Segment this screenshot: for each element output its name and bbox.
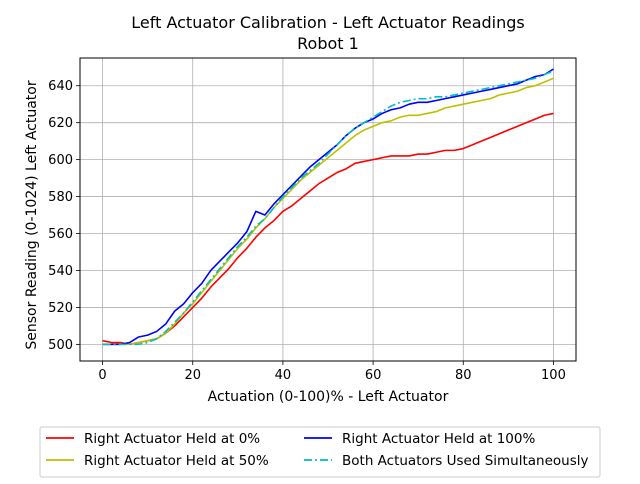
chart-title: Left Actuator Calibration - Left Actuato… — [131, 13, 524, 32]
y-tick-label: 600 — [48, 153, 73, 168]
y-tick-label: 500 — [48, 338, 73, 353]
y-tick-label: 520 — [48, 301, 73, 316]
legend-label-0: Right Actuator Held at 0% — [84, 431, 260, 447]
series-line-1 — [102, 77, 554, 346]
legend-entry: Both Actuators Used Simultaneously — [304, 453, 589, 469]
x-tick-label: 20 — [184, 368, 201, 383]
x-tick-label: 60 — [365, 368, 382, 383]
legend-label-2: Right Actuator Held at 100% — [342, 431, 535, 447]
legend-label-1: Right Actuator Held at 50% — [84, 453, 269, 469]
axis-ticks: 0 20 40 60 80 100 500 520 540 560 580 600 620 640 — [48, 79, 566, 383]
series-line-3 — [102, 70, 554, 346]
y-tick-label: 640 — [48, 79, 73, 94]
grid — [80, 58, 576, 361]
plot-frame — [79, 57, 577, 362]
x-tick-label: 40 — [275, 368, 292, 383]
legend-entry: Right Actuator Held at 50% — [46, 453, 269, 469]
series-group — [102, 68, 554, 346]
legend-entry: Right Actuator Held at 0% — [46, 431, 260, 447]
y-tick-label: 560 — [48, 227, 73, 242]
legend-entry: Right Actuator Held at 100% — [304, 431, 535, 447]
x-tick-label: 100 — [541, 368, 566, 383]
series-line-2 — [102, 68, 554, 346]
x-axis-label: Actuation (0-100)% - Left Actuator — [208, 389, 449, 405]
chart-subtitle: Robot 1 — [297, 34, 359, 53]
y-tick-label: 580 — [48, 190, 73, 205]
legend-label-3: Both Actuators Used Simultaneously — [342, 453, 589, 469]
legend-frame — [39, 426, 601, 478]
y-tick-label: 620 — [48, 116, 73, 131]
y-tick-label: 540 — [48, 264, 73, 279]
x-tick-label: 80 — [455, 368, 472, 383]
series-line-0 — [102, 112, 554, 346]
x-tick-label: 0 — [98, 368, 106, 383]
legend: Right Actuator Held at 0% Right Actuator… — [39, 426, 601, 478]
y-axis-label: Sensor Reading (0-1024) Left Actuator — [24, 80, 40, 349]
